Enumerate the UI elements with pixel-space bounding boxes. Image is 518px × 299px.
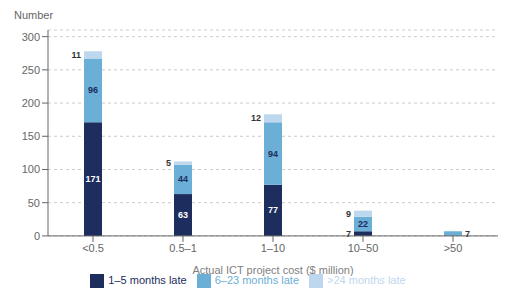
svg-text:96: 96 [88, 85, 98, 95]
svg-text:9: 9 [346, 209, 351, 219]
html-text:>24 months late: >24 months late [327, 273, 406, 286]
svg-text:5: 5 [166, 158, 171, 168]
svg-text:7: 7 [465, 229, 470, 239]
svg-text:200: 200 [22, 97, 40, 109]
svg-text:1–10: 1–10 [261, 242, 285, 254]
svg-text:11: 11 [71, 50, 81, 60]
svg-text:100: 100 [22, 163, 40, 175]
svg-text:94: 94 [268, 149, 278, 159]
svg-text:0: 0 [34, 230, 40, 242]
svg-text:Actual ICT project cost ($ mil: Actual ICT project cost ($ million) [192, 264, 353, 276]
html-text:6–23 months late: 6–23 months late [214, 273, 299, 286]
svg-text:300: 300 [22, 31, 40, 43]
svg-text:<0.5: <0.5 [82, 242, 104, 254]
svg-text:77: 77 [268, 205, 278, 215]
svg-text:12: 12 [251, 113, 261, 123]
svg-text:250: 250 [22, 64, 40, 76]
svg-text:10–50: 10–50 [348, 242, 379, 254]
svg-text:150: 150 [22, 130, 40, 142]
svg-text:7: 7 [346, 229, 351, 239]
html-text:1–5 months late: 1–5 months late [108, 273, 187, 286]
svg-text:50: 50 [28, 197, 40, 209]
svg-text:0.5–1: 0.5–1 [169, 242, 197, 254]
html-text:Number: Number [14, 9, 54, 21]
svg-text:22: 22 [358, 219, 368, 229]
svg-text:>50: >50 [444, 242, 463, 254]
svg-text:44: 44 [178, 174, 188, 184]
svg-text:171: 171 [85, 174, 100, 184]
svg-text:63: 63 [178, 210, 188, 220]
